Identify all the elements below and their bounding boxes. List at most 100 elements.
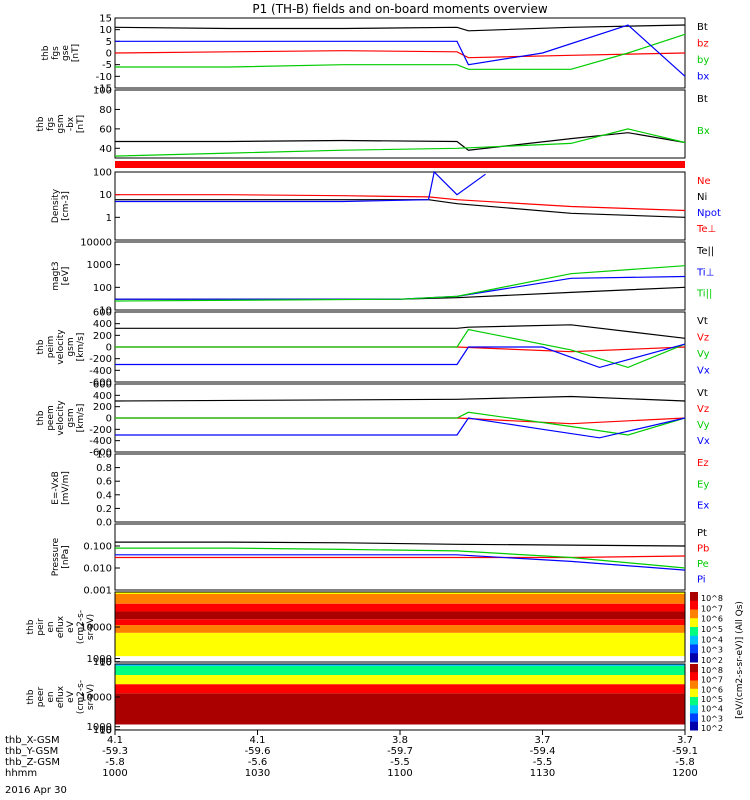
colorbar-swatch xyxy=(690,618,698,628)
heatmap-band xyxy=(115,625,685,633)
ephemeris-value: 3.7 xyxy=(677,735,693,746)
colorbar-swatch xyxy=(690,680,698,690)
y-axis-label-line: [nT] xyxy=(71,44,81,62)
ephemeris-value: -59.3 xyxy=(102,746,128,757)
series-line xyxy=(115,275,686,300)
colorbar-tick: 10^7 xyxy=(701,676,723,685)
legend-entry: Ti|| xyxy=(696,289,712,300)
colorbar-swatch xyxy=(690,713,698,723)
y-axis-label-line: gsm xyxy=(66,337,76,356)
colorbar-swatch xyxy=(690,627,698,637)
ephemeris-value: 1000 xyxy=(102,768,127,779)
y-tick-label: 100 xyxy=(93,725,112,736)
y-tick-label: 1000 xyxy=(87,260,112,271)
ephemeris-value: -5.8 xyxy=(105,757,125,768)
y-axis-label: magt3 [eV] xyxy=(51,261,71,290)
ephemeris-row-label: thb_Z-GSM xyxy=(5,757,60,768)
colorbar-swatch xyxy=(690,592,698,602)
colorbar-swatch xyxy=(690,635,698,645)
y-tick-label: 0.001 xyxy=(83,586,112,597)
legend-entry: bz xyxy=(697,39,709,50)
colorbar-swatch xyxy=(690,600,698,610)
ephemeris-value: 1100 xyxy=(387,768,412,779)
y-tick-label: -400 xyxy=(89,436,112,447)
legend-entry: Te|| xyxy=(696,246,714,257)
series-line xyxy=(115,417,686,439)
legend-entry: Npot xyxy=(697,208,721,219)
y-axis-label-line: (cm2-s- xyxy=(76,610,86,644)
y-tick-label: 10 xyxy=(99,725,112,736)
heatmap-band xyxy=(115,632,685,645)
y-tick-label: 0.010 xyxy=(83,564,112,575)
colorbar-swatch xyxy=(690,688,698,698)
heatmap-band xyxy=(115,644,685,657)
y-tick-label: 0.0 xyxy=(96,518,112,529)
colorbar-swatch xyxy=(690,672,698,681)
y-axis-label-line: [km/s] xyxy=(76,404,86,433)
y-axis-label-line: [nPa] xyxy=(61,545,71,568)
series-line xyxy=(115,547,686,569)
legend-entry: Bt xyxy=(697,94,708,105)
y-axis-label-line: E=-VxB xyxy=(51,471,61,505)
series-line xyxy=(114,265,686,302)
series-line xyxy=(114,50,686,59)
legend-entry: Ne xyxy=(697,176,711,187)
y-axis-label-line: peem xyxy=(46,405,56,431)
ephemeris-value: 4.1 xyxy=(107,735,123,746)
colorbar-tick: 10^3 xyxy=(701,646,723,655)
y-tick-label: 10 xyxy=(99,657,112,668)
y-tick-label: -5 xyxy=(102,60,112,71)
legend-entry: Vz xyxy=(697,333,709,344)
panel-frame xyxy=(114,241,686,311)
ephemeris-value: -59.7 xyxy=(387,746,413,757)
y-axis-label-line: (cm2-s- xyxy=(76,680,86,714)
y-axis-label-line: sr-eV) xyxy=(86,684,96,710)
y-axis-label-line: -bx xyxy=(66,116,76,131)
colorbar-swatch xyxy=(690,705,698,714)
ephemeris-value: 1200 xyxy=(672,768,697,779)
y-axis-label-line: [cm-3] xyxy=(61,191,71,221)
heatmap-band xyxy=(115,611,685,620)
series-line xyxy=(115,343,686,369)
legend-entry: Vt xyxy=(697,388,708,399)
colorbar-tick: 10^4 xyxy=(701,705,723,714)
legend-entry: Pe xyxy=(697,559,709,570)
y-tick-label: 15 xyxy=(99,14,112,25)
y-axis-label-line: thb xyxy=(36,116,46,131)
ephemeris-value: -59.1 xyxy=(672,746,698,757)
y-tick-label: 10000 xyxy=(80,238,112,249)
y-axis-label-line: en xyxy=(46,621,56,632)
series-line xyxy=(114,24,686,32)
heatmap-band xyxy=(115,664,685,666)
colorbar-tick: 10^5 xyxy=(701,625,723,634)
series-line xyxy=(115,199,686,218)
panel-frame xyxy=(114,89,686,159)
y-tick-label: 0 xyxy=(106,343,112,354)
y-axis-label-line: peir xyxy=(36,618,46,636)
y-axis-label-line: eV xyxy=(66,620,76,633)
y-axis-label-line: fgs xyxy=(51,46,61,60)
colorbar-tick: 10^5 xyxy=(701,695,723,704)
y-tick-label: 5 xyxy=(106,37,112,48)
y-tick-label: 60 xyxy=(99,124,112,135)
colorbars-group: 10^810^710^610^510^410^310^210^810^710^6… xyxy=(690,592,745,733)
series-line xyxy=(115,554,686,571)
series-line xyxy=(115,286,686,300)
y-axis-label-line: gsm xyxy=(56,114,66,133)
y-axis-label-line: thb xyxy=(36,410,46,425)
heatmap-band xyxy=(115,675,685,685)
y-tick-label: 0 xyxy=(106,49,112,60)
y-tick-label: 10000 xyxy=(80,693,112,704)
colorbar-swatch xyxy=(690,697,698,706)
y-tick-label: 0.6 xyxy=(96,477,112,488)
y-axis-label: E=-VxB [mV/m] xyxy=(51,471,71,505)
y-tick-label: -600 xyxy=(89,448,112,459)
colorbar-swatch xyxy=(690,653,698,663)
legend-entry: Ey xyxy=(697,479,709,490)
colorbar-tick: 10^6 xyxy=(701,615,723,624)
heatmap-band xyxy=(115,665,685,676)
